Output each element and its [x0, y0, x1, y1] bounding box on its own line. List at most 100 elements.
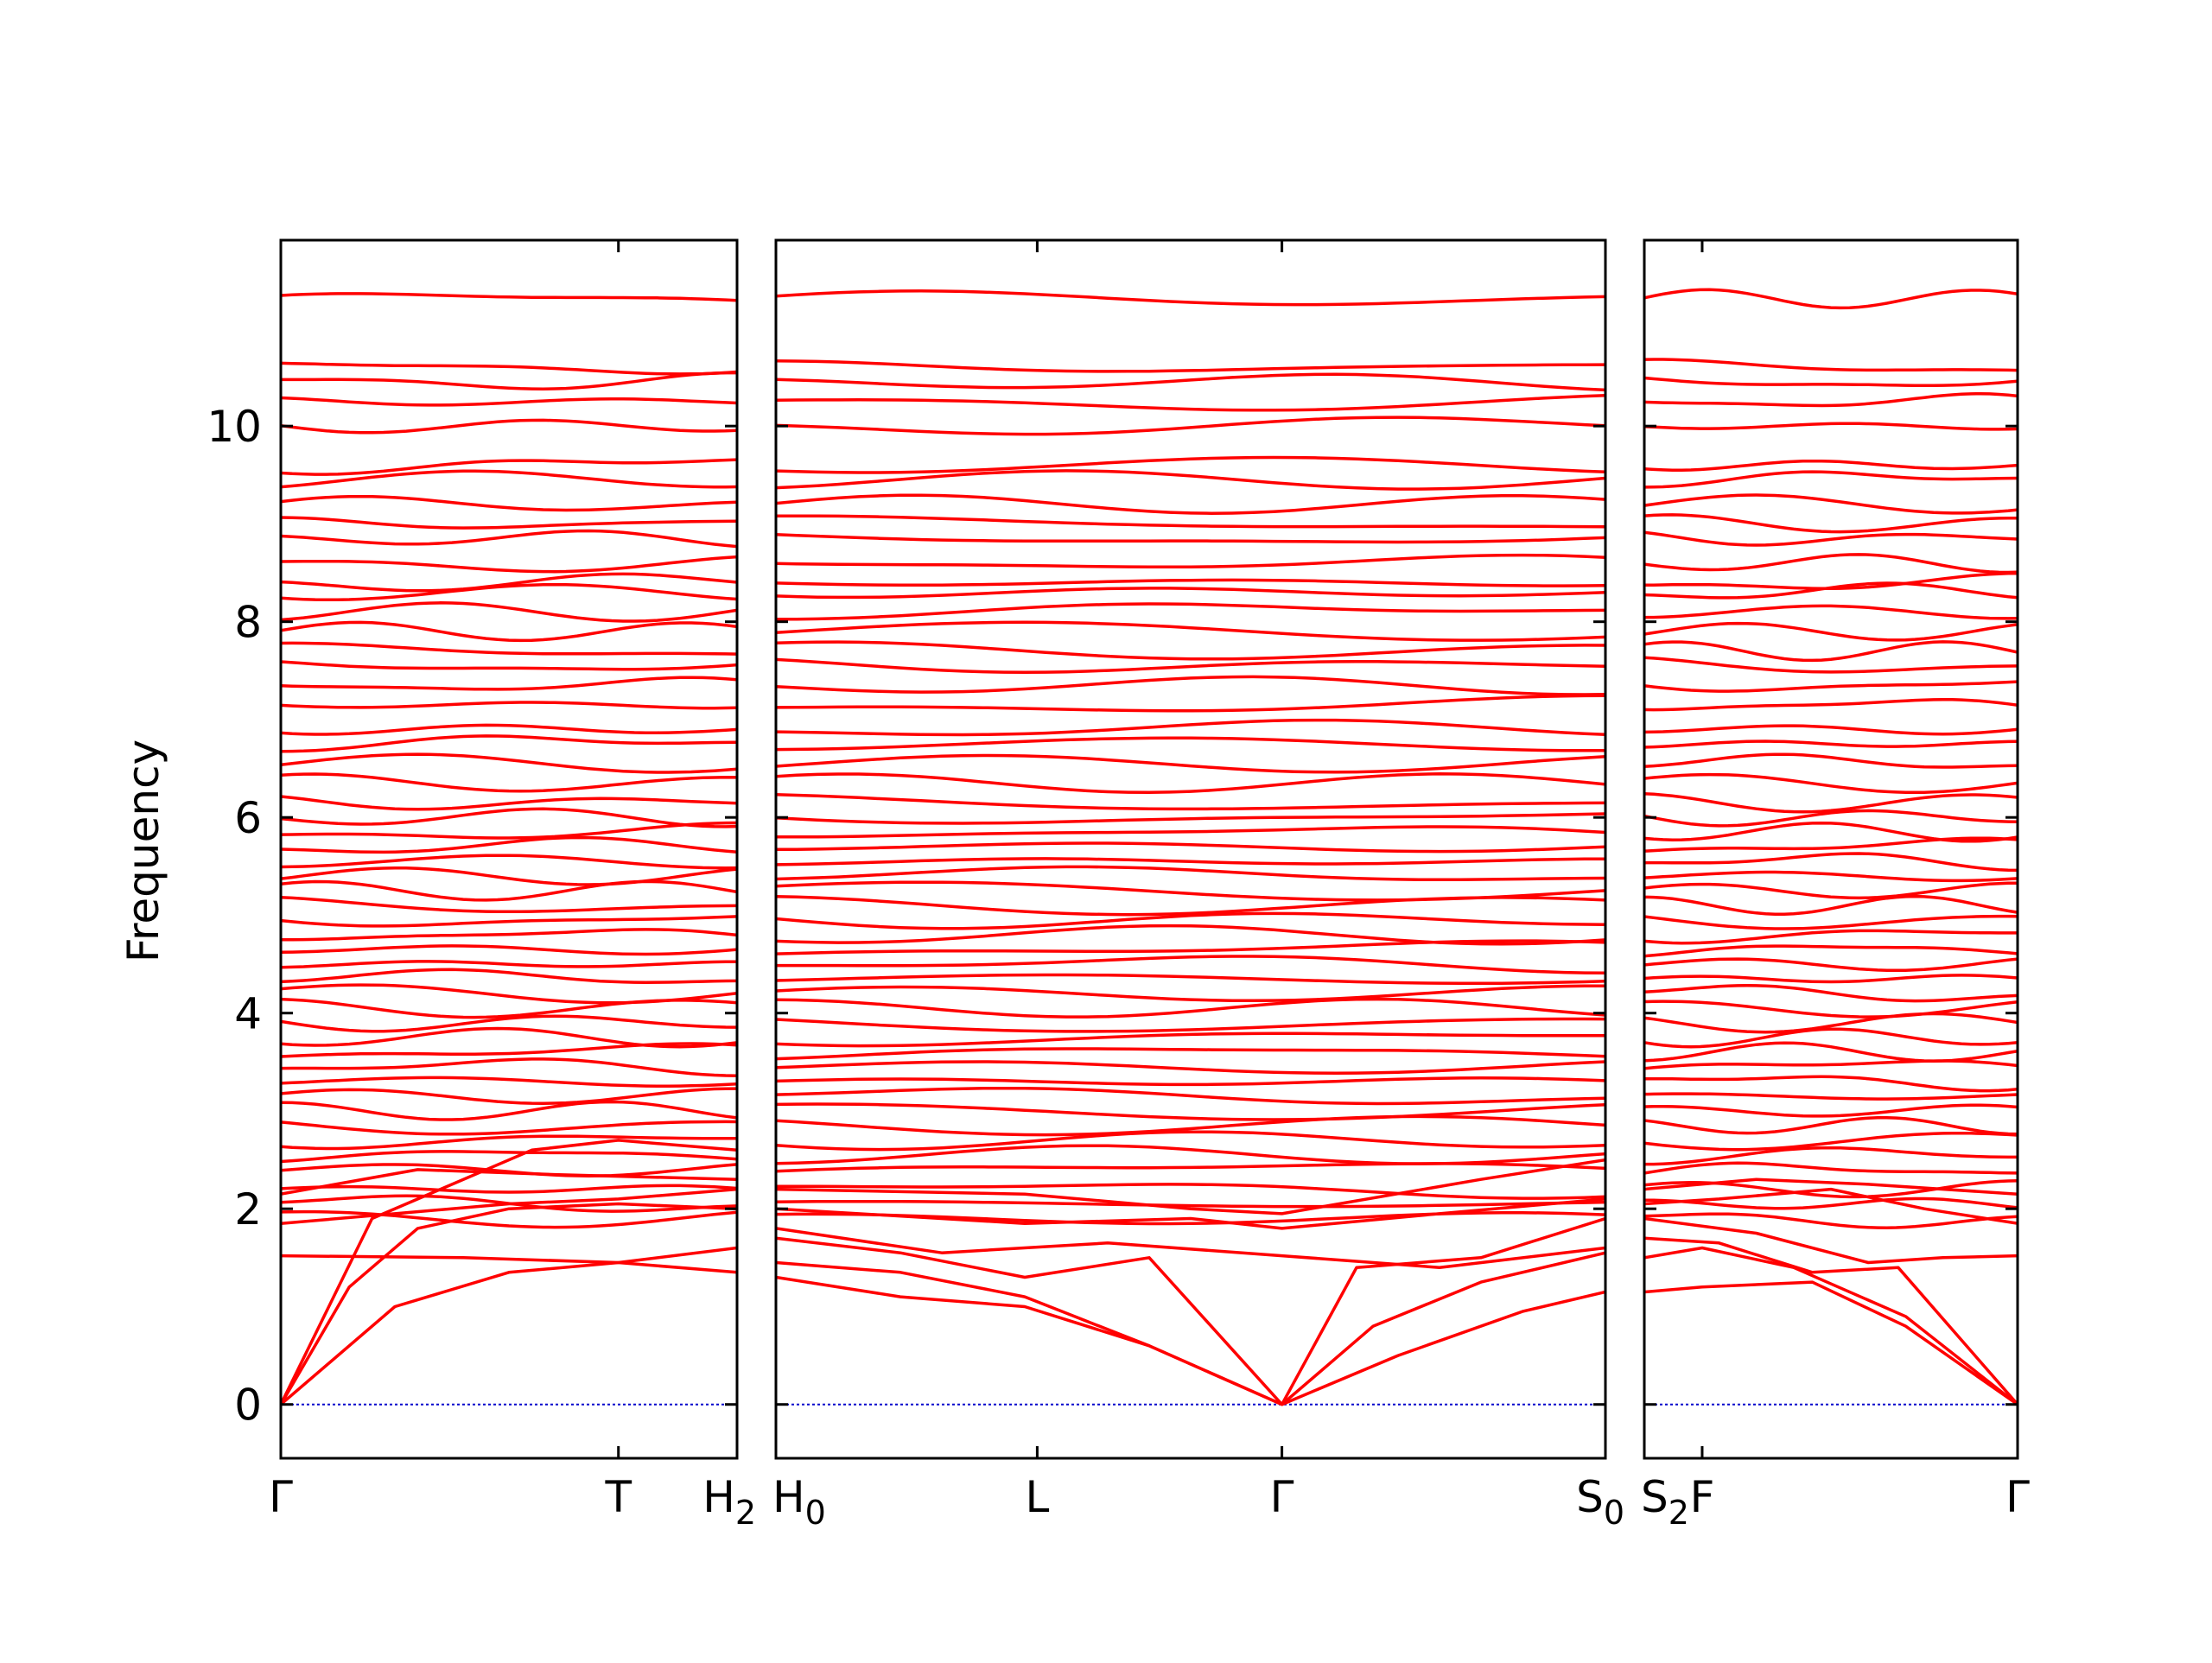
- band-line: [776, 911, 1605, 930]
- band-line: [1644, 1027, 2018, 1049]
- band-line: [281, 895, 737, 914]
- band-line: [776, 532, 1605, 544]
- band-line: [1644, 391, 2018, 408]
- band-line: [776, 393, 1605, 412]
- band-line: [1644, 984, 2018, 1003]
- band-line: [1644, 581, 2018, 600]
- band-line: [1644, 914, 2018, 930]
- band-line: [1644, 957, 2018, 973]
- band-line: [1644, 422, 2018, 431]
- band-line: [281, 1087, 737, 1105]
- band-line: [281, 469, 737, 489]
- band-line: [281, 1014, 737, 1033]
- band-line: [776, 587, 1605, 600]
- band-line: [1644, 530, 2018, 547]
- y-tick-label: 10: [207, 402, 262, 452]
- band-line: [1644, 870, 2018, 883]
- band-line: [776, 1102, 1605, 1121]
- band-acoustic-2: [776, 1251, 1605, 1406]
- panel-frame: [279, 238, 739, 1460]
- band-line: [281, 928, 737, 942]
- band-line: [1644, 772, 2018, 795]
- band-line: [776, 469, 1605, 491]
- band-line: [281, 371, 737, 390]
- band-line: [776, 1017, 1605, 1033]
- band-line: [1644, 852, 2018, 873]
- band-line: [281, 1057, 737, 1077]
- band-line: [1644, 752, 2018, 769]
- panel-frame: [1643, 238, 2019, 1460]
- band-line: [1644, 1196, 2018, 1210]
- band-line: [1644, 459, 2018, 472]
- band-line: [281, 516, 737, 530]
- band-line: [281, 997, 737, 1019]
- band-line: [776, 924, 1605, 946]
- band-line: [1644, 288, 2018, 310]
- band-line: [776, 939, 1605, 955]
- x-tick-label: L: [1025, 1472, 1049, 1522]
- band-line: [776, 1130, 1605, 1152]
- band-acoustic-2: [281, 1202, 737, 1406]
- band-line: [1644, 1146, 2018, 1166]
- band-optical-low: [776, 1227, 1605, 1269]
- band-line: [1644, 1075, 2018, 1093]
- band-line: [281, 396, 737, 407]
- band-line: [1644, 792, 2018, 814]
- x-tick-label-start: S2: [1641, 1472, 1689, 1532]
- band-line: [281, 960, 737, 969]
- band-line: [776, 825, 1605, 839]
- band-line: [281, 821, 737, 840]
- panel-1: Γ T H2 0 2 4 6 8 10: [207, 238, 756, 1532]
- band-line: [281, 572, 737, 593]
- band-acoustic-1: [1644, 1280, 2018, 1406]
- plot-layer: Γ T H2 0 2 4 6 8 10 L Γ H0 S0 F Γ S2: [207, 238, 2030, 1532]
- band-optical-low: [281, 1254, 737, 1274]
- band-line: [281, 494, 737, 512]
- y-tick-label: 4: [234, 989, 262, 1039]
- band-line: [776, 514, 1605, 529]
- band-line: [776, 984, 1605, 1003]
- band-line: [1644, 929, 2018, 945]
- band-line: [776, 620, 1605, 642]
- band-line: [1644, 944, 2018, 958]
- band-line: [1644, 680, 2018, 693]
- y-tick-label: 0: [234, 1381, 262, 1431]
- band-line: [281, 807, 737, 828]
- band-line: [776, 1076, 1605, 1087]
- band-line: [1644, 493, 2018, 515]
- band-line: [1644, 470, 2018, 489]
- band-line: [281, 835, 737, 854]
- band-line: [776, 997, 1605, 1019]
- band-line: [1644, 1131, 2018, 1152]
- band-line: [776, 493, 1605, 515]
- x-tick-label-end: H2: [702, 1472, 756, 1532]
- band-line: [281, 1184, 737, 1194]
- band-line: [1644, 698, 2018, 712]
- band-line: [281, 1150, 737, 1164]
- band-line: [1644, 1012, 2018, 1034]
- band-acoustic-1: [281, 1246, 737, 1406]
- band-line: [776, 736, 1605, 752]
- band-band-2.2: [1644, 1177, 2018, 1196]
- band-line: [281, 458, 737, 476]
- band-band-2.15: [281, 1168, 737, 1196]
- band-line: [281, 795, 737, 811]
- panel-2: L Γ H0 S0: [772, 238, 1624, 1532]
- band-line: [776, 640, 1605, 661]
- band-line: [776, 416, 1605, 436]
- band-acoustic-3: [281, 1139, 737, 1406]
- band-line: [1644, 640, 2018, 663]
- panel-bands: [776, 289, 1605, 1406]
- band-line: [281, 772, 737, 793]
- band-line: [1644, 739, 2018, 749]
- y-tick-label: 6: [234, 793, 262, 843]
- band-line: [281, 723, 737, 736]
- band-line: [776, 753, 1605, 774]
- band-line: [776, 578, 1605, 587]
- band-line: [281, 915, 737, 928]
- band-line: [776, 455, 1605, 474]
- panel-bands: [281, 292, 737, 1406]
- band-line: [281, 944, 737, 956]
- band-line: [281, 1134, 737, 1151]
- band-line: [776, 1199, 1605, 1209]
